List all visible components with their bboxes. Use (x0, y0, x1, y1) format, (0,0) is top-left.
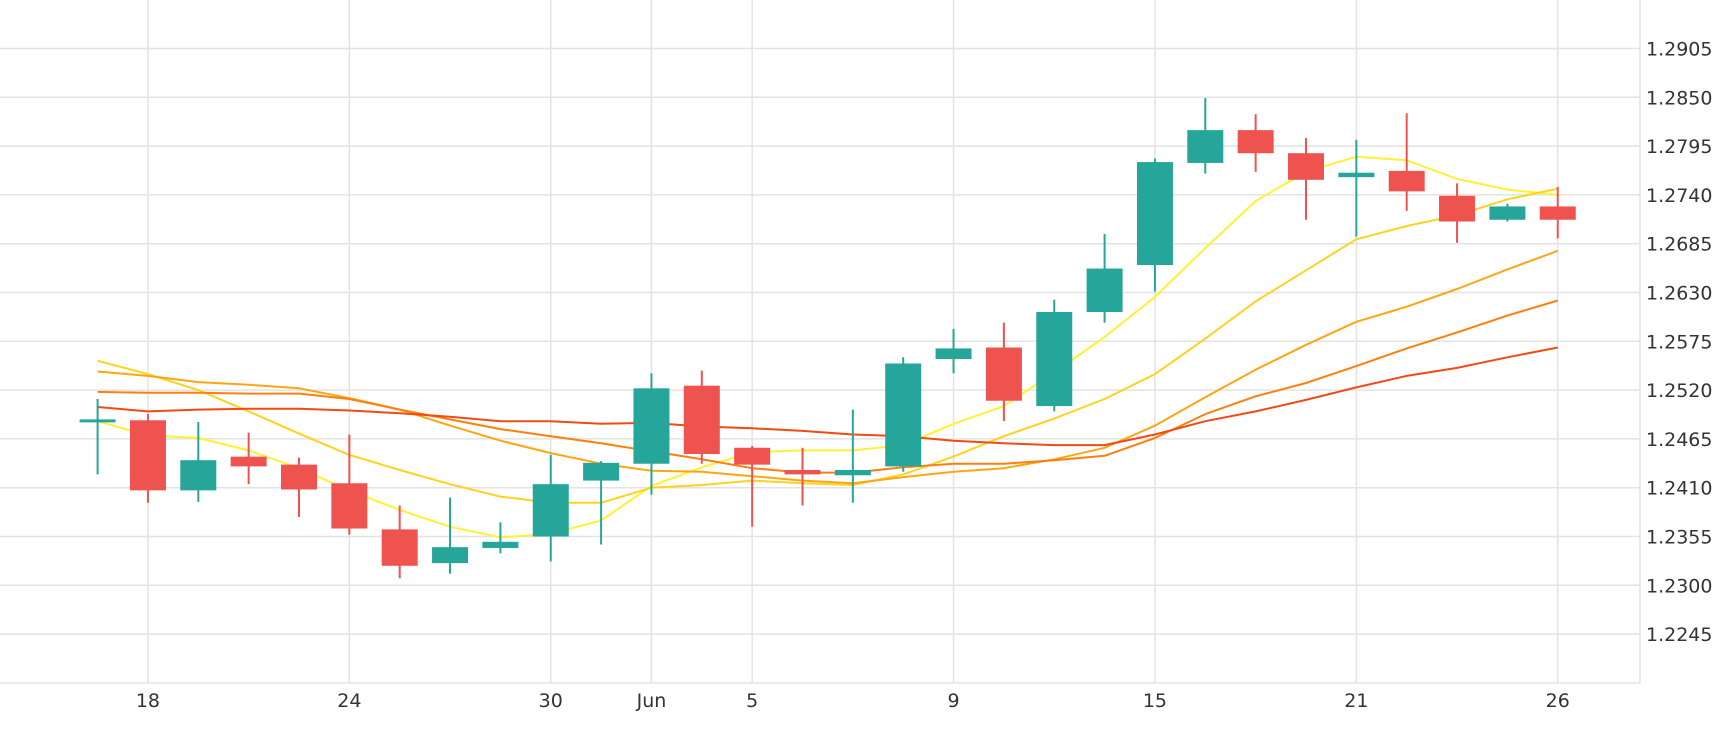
candle (381, 505, 418, 579)
candle (1187, 98, 1224, 174)
y-tick-label: 1.2410 (1646, 478, 1712, 500)
candle (180, 422, 217, 502)
moving-average-line-2 (97, 187, 1559, 504)
candle-body (432, 547, 469, 564)
candle (734, 445, 771, 527)
candle-body (532, 484, 569, 537)
candle (633, 373, 670, 495)
candle-body (230, 456, 267, 467)
candle (281, 457, 317, 517)
x-tick-label: 9 (948, 690, 960, 712)
candle-body (583, 462, 620, 481)
moving-average-line-3 (97, 249, 1559, 485)
moving-average-line-5 (97, 346, 1558, 447)
y-tick-label: 1.2355 (1646, 527, 1712, 549)
y-tick-label: 1.2245 (1646, 624, 1712, 646)
y-tick-label: 1.2795 (1646, 136, 1712, 158)
y-tick-label: 1.2850 (1646, 87, 1712, 109)
y-tick-label: 1.2520 (1646, 380, 1712, 402)
y-tick-label: 1.2740 (1646, 185, 1712, 207)
moving-average-line-4 (97, 299, 1559, 474)
candle (1338, 139, 1375, 237)
candle-body (381, 529, 418, 566)
y-tick-label: 1.2630 (1646, 283, 1712, 305)
candle-body (281, 464, 317, 490)
y-tick-label: 1.2300 (1646, 575, 1712, 597)
candle (1036, 299, 1073, 412)
y-tick-label: 1.2575 (1646, 331, 1712, 353)
y-tick-label: 1.2685 (1646, 234, 1712, 256)
candle (331, 434, 368, 535)
candle (885, 357, 922, 472)
x-tick-label: 26 (1546, 690, 1570, 712)
candle-body (331, 483, 368, 529)
candle-body (1439, 195, 1476, 222)
x-tick-label: 30 (539, 690, 563, 712)
candle-body (1489, 206, 1526, 220)
candle-body (180, 460, 217, 491)
candle-body (734, 447, 771, 465)
y-axis-labels: 1.2245 1.2300 1.2355 1.2410 1.2465 1.2520 1.25… (1646, 39, 1712, 647)
candle-body (1539, 206, 1576, 220)
candle-body (784, 469, 821, 475)
candle-body (935, 348, 972, 360)
candle (935, 328, 972, 374)
x-tick-label: 18 (136, 690, 160, 712)
y-tick-label: 1.2465 (1646, 429, 1712, 451)
grid (0, 0, 1641, 684)
candle-body (482, 541, 519, 549)
candle (834, 409, 871, 503)
candle (583, 461, 620, 545)
candle-body (1136, 162, 1173, 265)
candle (79, 398, 116, 475)
candle-body (885, 363, 922, 467)
candle (1388, 113, 1425, 211)
candle-body (1388, 170, 1425, 192)
candle-body (129, 420, 166, 491)
candle (482, 522, 519, 554)
candle (985, 322, 1022, 422)
candle-body (1237, 130, 1274, 154)
y-tick-label: 1.2905 (1646, 39, 1712, 61)
candle (1439, 183, 1476, 243)
candle-body (1288, 153, 1324, 180)
candle-body (79, 419, 116, 423)
x-tick-label: 24 (337, 690, 361, 712)
candle-body (985, 347, 1022, 401)
x-tick-label: Jun (636, 690, 667, 712)
x-tick-label: 15 (1143, 690, 1167, 712)
candles (79, 98, 1576, 579)
x-axis-labels: 18 24 30 Jun 5 9 15 21 26 (136, 690, 1570, 712)
candle (129, 414, 166, 503)
candle-body (834, 469, 871, 476)
candle (1136, 158, 1173, 292)
candle-body (1036, 312, 1073, 407)
candle-body (1187, 130, 1224, 163)
candle (1086, 233, 1123, 323)
candle-body (1338, 172, 1375, 178)
candle (432, 497, 469, 574)
candle-body (633, 388, 670, 464)
candle-body (683, 385, 720, 454)
candle (230, 432, 267, 485)
candle (1489, 203, 1526, 222)
x-tick-label: 5 (746, 690, 758, 712)
candle (532, 454, 569, 562)
candle (683, 370, 720, 464)
candle (1237, 114, 1274, 172)
candle (784, 447, 821, 506)
candle (1539, 186, 1576, 239)
candle (1288, 138, 1324, 220)
candle-body (1086, 268, 1123, 313)
x-tick-label: 21 (1344, 690, 1368, 712)
